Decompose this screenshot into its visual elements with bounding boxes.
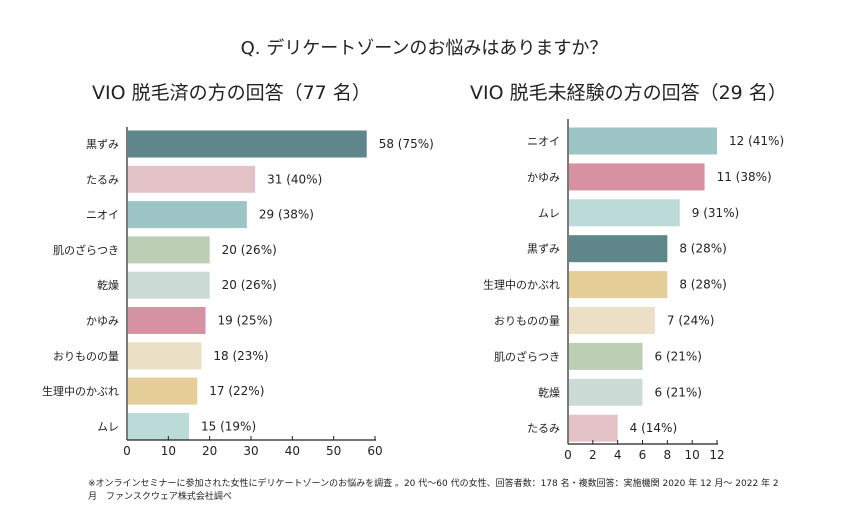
right-category-label-8: たるみ <box>527 422 560 435</box>
left-bar-1 <box>128 165 256 193</box>
right-category-label-0: ニオイ <box>527 135 560 148</box>
right-value-label-4: 8 (28%) <box>679 278 726 292</box>
left-category-label-3: 肌のざらつき <box>53 243 119 257</box>
right-x-tick-label-1: 2 <box>589 448 597 462</box>
right-bar-8 <box>569 414 618 442</box>
left-category-label-0: 黒ずみ <box>86 138 119 151</box>
left-bar-6 <box>128 342 202 370</box>
left-value-label-3: 20 (26%) <box>222 243 277 257</box>
right-category-label-2: ムレ <box>538 207 560 220</box>
left-x-tick-label-5: 50 <box>326 444 341 458</box>
right-bar-2 <box>569 199 680 227</box>
right-category-label-6: 肌のざらつき <box>494 349 560 363</box>
left-category-label-2: ニオイ <box>86 209 119 222</box>
right-bar-5 <box>569 307 655 334</box>
left-category-label-4: 乾燥 <box>97 279 119 292</box>
right-x-tick-label-0: 0 <box>564 448 572 462</box>
left-value-label-6: 18 (23%) <box>213 349 268 363</box>
left-x-tick-label-2: 20 <box>202 444 217 458</box>
left-value-label-8: 15 (19%) <box>201 419 256 433</box>
left-bar-8 <box>128 412 189 440</box>
right-x-tick-label-2: 4 <box>614 448 622 462</box>
right-x-tick-label-4: 8 <box>664 448 672 462</box>
left-category-label-6: おりものの量 <box>53 350 119 363</box>
right-chart-title: VIO 脱毛未経験の方の回答（29 名） <box>470 82 787 104</box>
right-bar-3 <box>569 235 668 263</box>
left-category-label-1: たるみ <box>86 173 119 186</box>
left-x-tick-label-1: 10 <box>161 444 176 458</box>
right-category-label-3: 黒ずみ <box>527 243 560 256</box>
left-x-tick-label-3: 30 <box>243 444 258 458</box>
right-category-label-7: 乾燥 <box>538 386 560 399</box>
right-bar-6 <box>569 342 643 370</box>
right-x-tick-label-5: 10 <box>685 448 700 462</box>
left-value-label-5: 19 (25%) <box>218 314 273 328</box>
left-category-label-8: ムレ <box>97 420 119 433</box>
left-x-tick-label-6: 60 <box>367 444 382 458</box>
left-bar-4 <box>128 271 210 299</box>
left-value-label-7: 17 (22%) <box>209 384 264 398</box>
left-value-label-0: 58 (75%) <box>379 137 434 151</box>
left-bar-5 <box>128 307 206 334</box>
left-bar-2 <box>128 201 247 229</box>
left-x-tick-label-0: 0 <box>123 444 131 458</box>
left-bar-0 <box>128 130 367 158</box>
right-value-label-7: 6 (21%) <box>655 385 702 399</box>
right-value-label-6: 6 (21%) <box>655 349 702 363</box>
main-title: Q. デリケートゾーンのお悩みはありますか？ <box>240 38 608 59</box>
right-value-label-3: 8 (28%) <box>679 242 726 256</box>
left-x-tick-label-4: 40 <box>285 444 300 458</box>
right-value-label-8: 4 (14%) <box>630 421 677 435</box>
left-bar-7 <box>128 377 198 405</box>
left-category-label-7: 生理中のかぶれ <box>42 384 119 398</box>
right-bar-4 <box>569 271 668 299</box>
right-value-label-1: 11 (38%) <box>717 170 772 184</box>
right-x-tick-label-6: 12 <box>709 448 724 462</box>
right-value-label-5: 7 (24%) <box>667 314 714 328</box>
right-category-label-5: おりものの量 <box>494 315 560 328</box>
right-bar-0 <box>569 127 717 155</box>
right-category-label-1: かゆみ <box>527 171 560 184</box>
right-x-tick-label-3: 6 <box>639 448 647 462</box>
right-value-label-2: 9 (31%) <box>692 206 739 220</box>
right-bar-7 <box>569 378 643 406</box>
left-bar-3 <box>128 236 210 264</box>
right-bar-1 <box>569 163 705 191</box>
footnote: ※オンラインセミナーに参加された女性にデリケートゾーンのお悩みを調査 。20 代… <box>88 479 779 502</box>
left-category-label-5: かゆみ <box>86 315 119 328</box>
left-chart-title: VIO 脱毛済の方の回答（77 名） <box>92 82 371 104</box>
right-category-label-4: 生理中のかぶれ <box>483 278 560 292</box>
left-value-label-1: 31 (40%) <box>267 172 322 186</box>
right-value-label-0: 12 (41%) <box>729 134 784 148</box>
left-value-label-2: 29 (38%) <box>259 208 314 222</box>
left-value-label-4: 20 (26%) <box>222 278 277 292</box>
